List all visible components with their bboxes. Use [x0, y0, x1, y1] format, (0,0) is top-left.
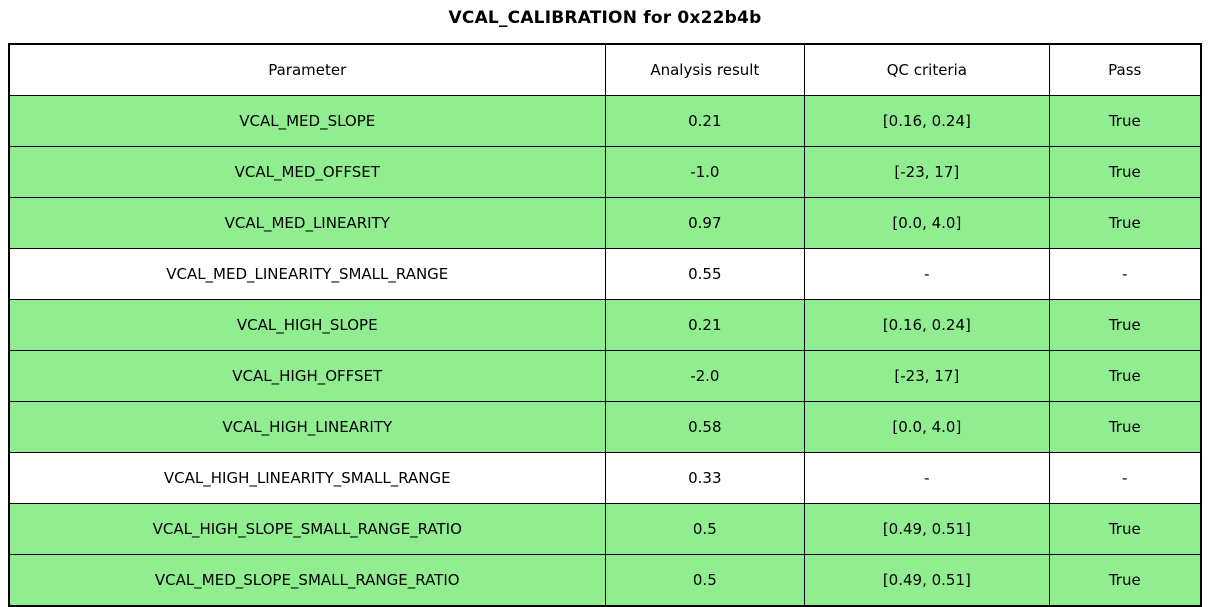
qc-criteria-cell: [-23, 17]	[804, 146, 1050, 198]
analysis-result-cell: 0.21	[604, 95, 806, 147]
qc-criteria-cell: [0.16, 0.24]	[804, 299, 1050, 351]
col-header-pass: Pass	[1048, 43, 1202, 96]
table-row: VCAL_HIGH_LINEARITY 0.58 [0.0, 4.0] True	[8, 401, 1202, 453]
analysis-result-cell: 0.33	[604, 452, 806, 504]
analysis-result-cell: 0.5	[604, 503, 806, 555]
qc-criteria-cell: [0.0, 4.0]	[804, 401, 1050, 453]
qc-criteria-cell: [0.16, 0.24]	[804, 95, 1050, 147]
table-body: VCAL_MED_SLOPE 0.21 [0.16, 0.24] True VC…	[8, 95, 1202, 607]
table-row: VCAL_MED_LINEARITY_SMALL_RANGE 0.55 - -	[8, 248, 1202, 300]
analysis-result-cell: 0.55	[604, 248, 806, 300]
parameter-cell: VCAL_HIGH_SLOPE_SMALL_RANGE_RATIO	[8, 503, 606, 555]
parameter-cell: VCAL_MED_LINEARITY_SMALL_RANGE	[8, 248, 606, 300]
col-header-parameter: Parameter	[8, 43, 606, 96]
analysis-result-cell: 0.21	[604, 299, 806, 351]
parameter-cell: VCAL_HIGH_OFFSET	[8, 350, 606, 402]
pass-cell: -	[1048, 248, 1202, 300]
pass-cell: True	[1048, 554, 1202, 607]
parameter-cell: VCAL_MED_SLOPE_SMALL_RANGE_RATIO	[8, 554, 606, 607]
table-row: VCAL_MED_OFFSET -1.0 [-23, 17] True	[8, 146, 1202, 198]
col-header-analysis-result: Analysis result	[604, 43, 806, 96]
qc-results-table: Parameter Analysis result QC criteria Pa…	[8, 43, 1202, 607]
qc-criteria-cell: -	[804, 452, 1050, 504]
analysis-result-cell: -2.0	[604, 350, 806, 402]
qc-criteria-cell: [-23, 17]	[804, 350, 1050, 402]
analysis-result-cell: 0.97	[604, 197, 806, 249]
parameter-cell: VCAL_MED_SLOPE	[8, 95, 606, 147]
parameter-cell: VCAL_HIGH_LINEARITY	[8, 401, 606, 453]
table-header-row: Parameter Analysis result QC criteria Pa…	[8, 43, 1202, 96]
parameter-cell: VCAL_MED_OFFSET	[8, 146, 606, 198]
parameter-cell: VCAL_MED_LINEARITY	[8, 197, 606, 249]
parameter-cell: VCAL_HIGH_LINEARITY_SMALL_RANGE	[8, 452, 606, 504]
table-row: VCAL_MED_SLOPE_SMALL_RANGE_RATIO 0.5 [0.…	[8, 554, 1202, 607]
table-row: VCAL_HIGH_LINEARITY_SMALL_RANGE 0.33 - -	[8, 452, 1202, 504]
pass-cell: True	[1048, 401, 1202, 453]
pass-cell: True	[1048, 503, 1202, 555]
pass-cell: True	[1048, 350, 1202, 402]
table-row: VCAL_MED_SLOPE 0.21 [0.16, 0.24] True	[8, 95, 1202, 147]
table-row: VCAL_HIGH_SLOPE_SMALL_RANGE_RATIO 0.5 [0…	[8, 503, 1202, 555]
analysis-result-cell: -1.0	[604, 146, 806, 198]
pass-cell: True	[1048, 95, 1202, 147]
qc-criteria-cell: [0.49, 0.51]	[804, 503, 1050, 555]
pass-cell: True	[1048, 146, 1202, 198]
qc-criteria-cell: [0.49, 0.51]	[804, 554, 1050, 607]
pass-cell: True	[1048, 299, 1202, 351]
qc-criteria-cell: -	[804, 248, 1050, 300]
pass-cell: -	[1048, 452, 1202, 504]
parameter-cell: VCAL_HIGH_SLOPE	[8, 299, 606, 351]
col-header-qc-criteria: QC criteria	[804, 43, 1050, 96]
table-row: VCAL_MED_LINEARITY 0.97 [0.0, 4.0] True	[8, 197, 1202, 249]
table-row: VCAL_HIGH_OFFSET -2.0 [-23, 17] True	[8, 350, 1202, 402]
qc-criteria-cell: [0.0, 4.0]	[804, 197, 1050, 249]
analysis-result-cell: 0.58	[604, 401, 806, 453]
pass-cell: True	[1048, 197, 1202, 249]
page-title: VCAL_CALIBRATION for 0x22b4b	[448, 8, 762, 28]
table-row: VCAL_HIGH_SLOPE 0.21 [0.16, 0.24] True	[8, 299, 1202, 351]
analysis-result-cell: 0.5	[604, 554, 806, 607]
